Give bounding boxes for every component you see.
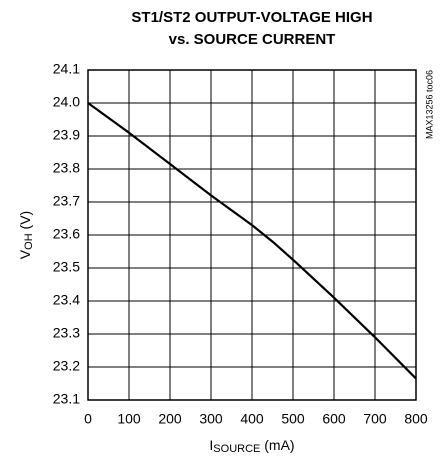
y-tick-label: 23.5 bbox=[53, 259, 80, 275]
y-tick-label: 23.1 bbox=[53, 391, 80, 407]
y-tick-label: 24.0 bbox=[53, 94, 80, 110]
x-tick-label: 700 bbox=[363, 411, 387, 427]
x-tick-label: 400 bbox=[240, 411, 264, 427]
y-axis-label-unit: (V) bbox=[17, 211, 33, 234]
y-tick-label: 23.9 bbox=[53, 127, 80, 143]
y-tick-label: 24.1 bbox=[53, 61, 80, 77]
y-tick-label: 23.4 bbox=[53, 292, 80, 308]
y-tick-label: 23.8 bbox=[53, 160, 80, 176]
y-tick-label: 23.7 bbox=[53, 193, 80, 209]
x-tick-label: 0 bbox=[84, 411, 92, 427]
x-tick-label: 300 bbox=[199, 411, 223, 427]
chart-title: ST1/ST2 OUTPUT-VOLTAGE HIGH bbox=[131, 9, 372, 26]
chart-title: vs. SOURCE CURRENT bbox=[169, 31, 336, 48]
x-tick-label: 500 bbox=[281, 411, 305, 427]
x-axis-label: ISOURCE (mA) bbox=[209, 437, 294, 455]
x-axis-label-sub: SOURCE bbox=[213, 443, 260, 455]
y-tick-label: 23.6 bbox=[53, 226, 80, 242]
x-tick-label: 100 bbox=[117, 411, 141, 427]
note: MAX13256 toc06 bbox=[424, 70, 434, 139]
y-axis-label: VOH (V) bbox=[17, 211, 35, 259]
y-axis-label-main: V bbox=[17, 249, 33, 259]
y-axis-label-sub: OH bbox=[23, 233, 35, 250]
x-axis-label-unit: (mA) bbox=[260, 437, 294, 453]
plot-frame bbox=[87, 69, 417, 401]
x-tick-label: 800 bbox=[404, 411, 428, 427]
y-tick-label: 23.3 bbox=[53, 325, 80, 341]
x-tick-label: 200 bbox=[158, 411, 182, 427]
y-tick-label: 23.2 bbox=[53, 358, 80, 374]
x-axis-label-main: I bbox=[209, 437, 213, 453]
x-tick-label: 600 bbox=[322, 411, 346, 427]
data-line bbox=[87, 102, 417, 380]
